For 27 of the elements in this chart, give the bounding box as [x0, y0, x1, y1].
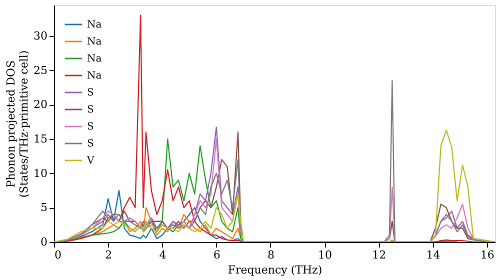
- legend-label: Na: [87, 70, 102, 82]
- y-tick-label: 5: [40, 201, 48, 214]
- y-tick-label: 25: [34, 64, 48, 77]
- x-tick-label: 6: [213, 248, 220, 262]
- legend-label: Na: [87, 54, 102, 64]
- y-tick-label: 10: [34, 166, 48, 180]
- x-tick-label: 14: [426, 248, 440, 262]
- x-tick-label: 0: [54, 248, 62, 262]
- y-tick-label: 15: [34, 132, 48, 146]
- legend-label: S: [87, 104, 94, 116]
- x-tick-label: 16: [480, 248, 494, 262]
- x-tick-label: 2: [105, 248, 112, 262]
- x-tick-label: 10: [318, 248, 332, 262]
- legend-label: V: [86, 156, 95, 166]
- y-axis-title: Phonon projected DOS (States/THz·primitive cell): [4, 50, 31, 198]
- y-tick-label: 30: [34, 29, 48, 42]
- legend-label: S: [87, 88, 94, 98]
- x-axis-title: Frequency (THz): [228, 264, 322, 276]
- legend-label: S: [87, 122, 94, 132]
- legend-label: S: [87, 138, 94, 150]
- legend-label: Na: [87, 20, 102, 30]
- x-tick-label: 12: [372, 248, 386, 262]
- y-tick-label: 20: [34, 98, 48, 112]
- x-tick-label: 4: [159, 248, 166, 262]
- y-tick-label: 0: [40, 236, 48, 248]
- legend-label: Na: [87, 36, 102, 48]
- x-tick-label: 8: [267, 248, 274, 262]
